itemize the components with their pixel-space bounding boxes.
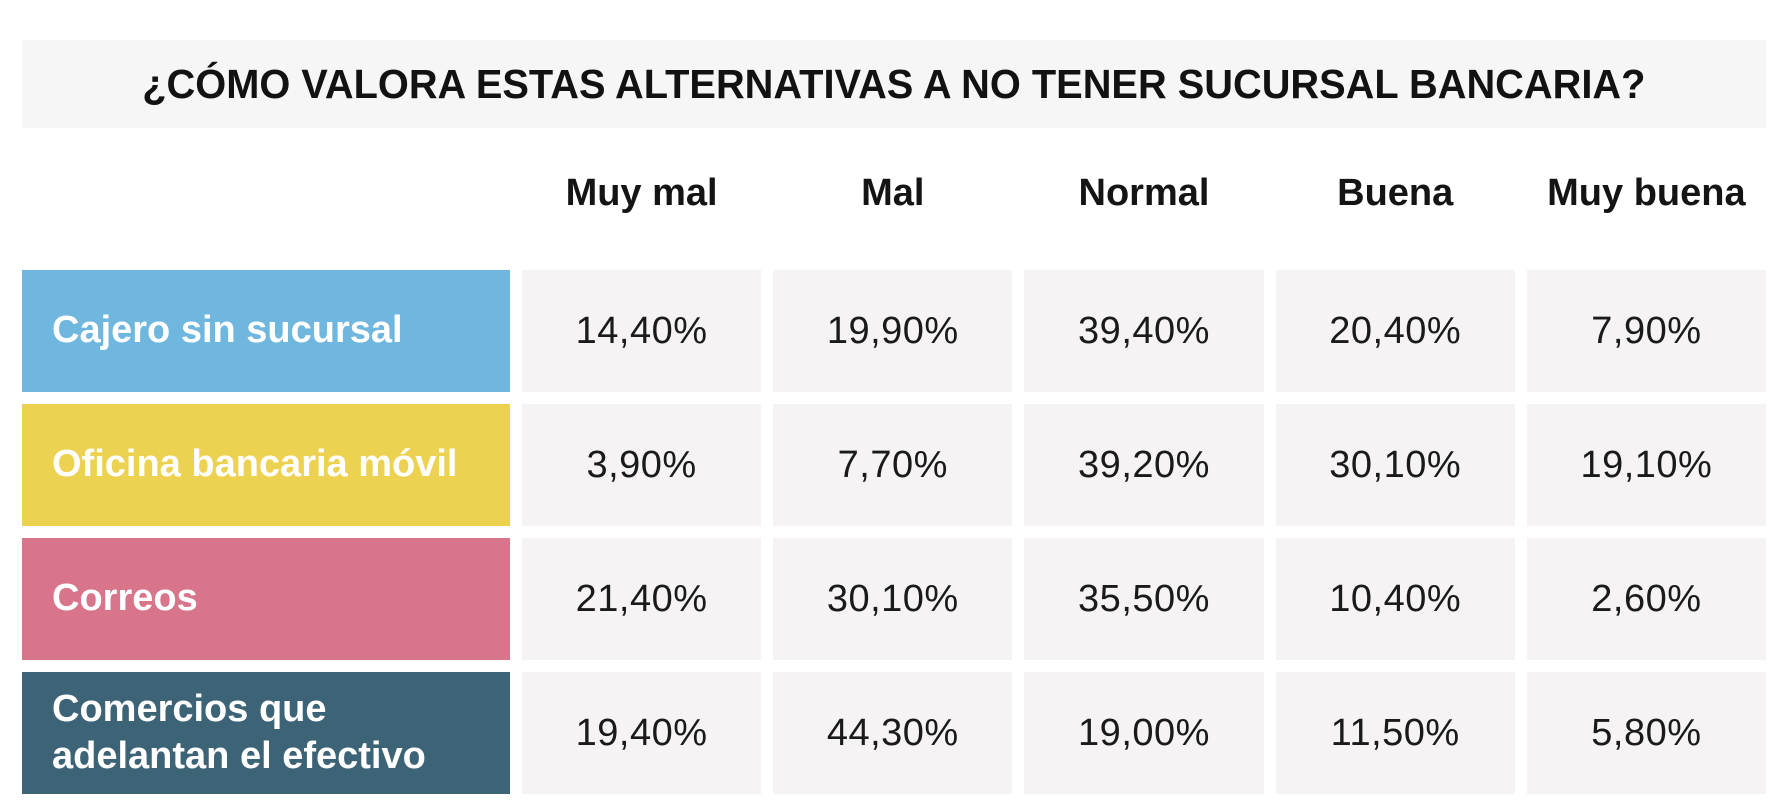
value-cell: 3,90% xyxy=(522,404,762,526)
value-cell: 19,10% xyxy=(1526,404,1766,526)
column-header-muy-mal: Muy mal xyxy=(565,171,718,214)
column-header-normal: Normal xyxy=(1078,171,1210,214)
value-cell: 30,10% xyxy=(1275,404,1515,526)
table-corner-spacer xyxy=(22,128,510,258)
value-cell: 14,40% xyxy=(522,270,762,392)
value-cell: 19,90% xyxy=(773,270,1013,392)
column-header-muy-buena: Muy buena xyxy=(1547,171,1746,214)
value-cell: 39,20% xyxy=(1024,404,1264,526)
row-label-cajero-sin-sucursal: Cajero sin sucursal xyxy=(22,270,510,392)
value-cell: 2,60% xyxy=(1526,538,1766,660)
ratings-table: Muy mal Mal Normal Buena Muy buena Cajer… xyxy=(22,128,1766,794)
value-cell: 10,40% xyxy=(1275,538,1515,660)
value-cell: 7,90% xyxy=(1526,270,1766,392)
survey-ratings-chart: ¿CÓMO VALORA ESTAS ALTERNATIVAS A NO TEN… xyxy=(22,40,1766,794)
value-cell: 44,30% xyxy=(773,672,1013,794)
title-band: ¿CÓMO VALORA ESTAS ALTERNATIVAS A NO TEN… xyxy=(22,40,1766,128)
row-label-comercios-adelantan-efectivo: Comercios que adelantan el efectivo xyxy=(22,672,510,794)
column-header-mal: Mal xyxy=(861,171,925,214)
value-cell: 20,40% xyxy=(1275,270,1515,392)
value-cell: 39,40% xyxy=(1024,270,1264,392)
value-cell: 19,00% xyxy=(1024,672,1264,794)
value-cell: 30,10% xyxy=(773,538,1013,660)
value-cell: 35,50% xyxy=(1024,538,1264,660)
value-cell: 5,80% xyxy=(1526,672,1766,794)
column-header-buena: Buena xyxy=(1337,171,1454,214)
value-cell: 19,40% xyxy=(522,672,762,794)
page-title: ¿CÓMO VALORA ESTAS ALTERNATIVAS A NO TEN… xyxy=(142,60,1646,107)
row-label-correos: Correos xyxy=(22,538,510,660)
value-cell: 21,40% xyxy=(522,538,762,660)
value-cell: 11,50% xyxy=(1275,672,1515,794)
row-label-oficina-bancaria-movil: Oficina bancaria móvil xyxy=(22,404,510,526)
value-cell: 7,70% xyxy=(773,404,1013,526)
